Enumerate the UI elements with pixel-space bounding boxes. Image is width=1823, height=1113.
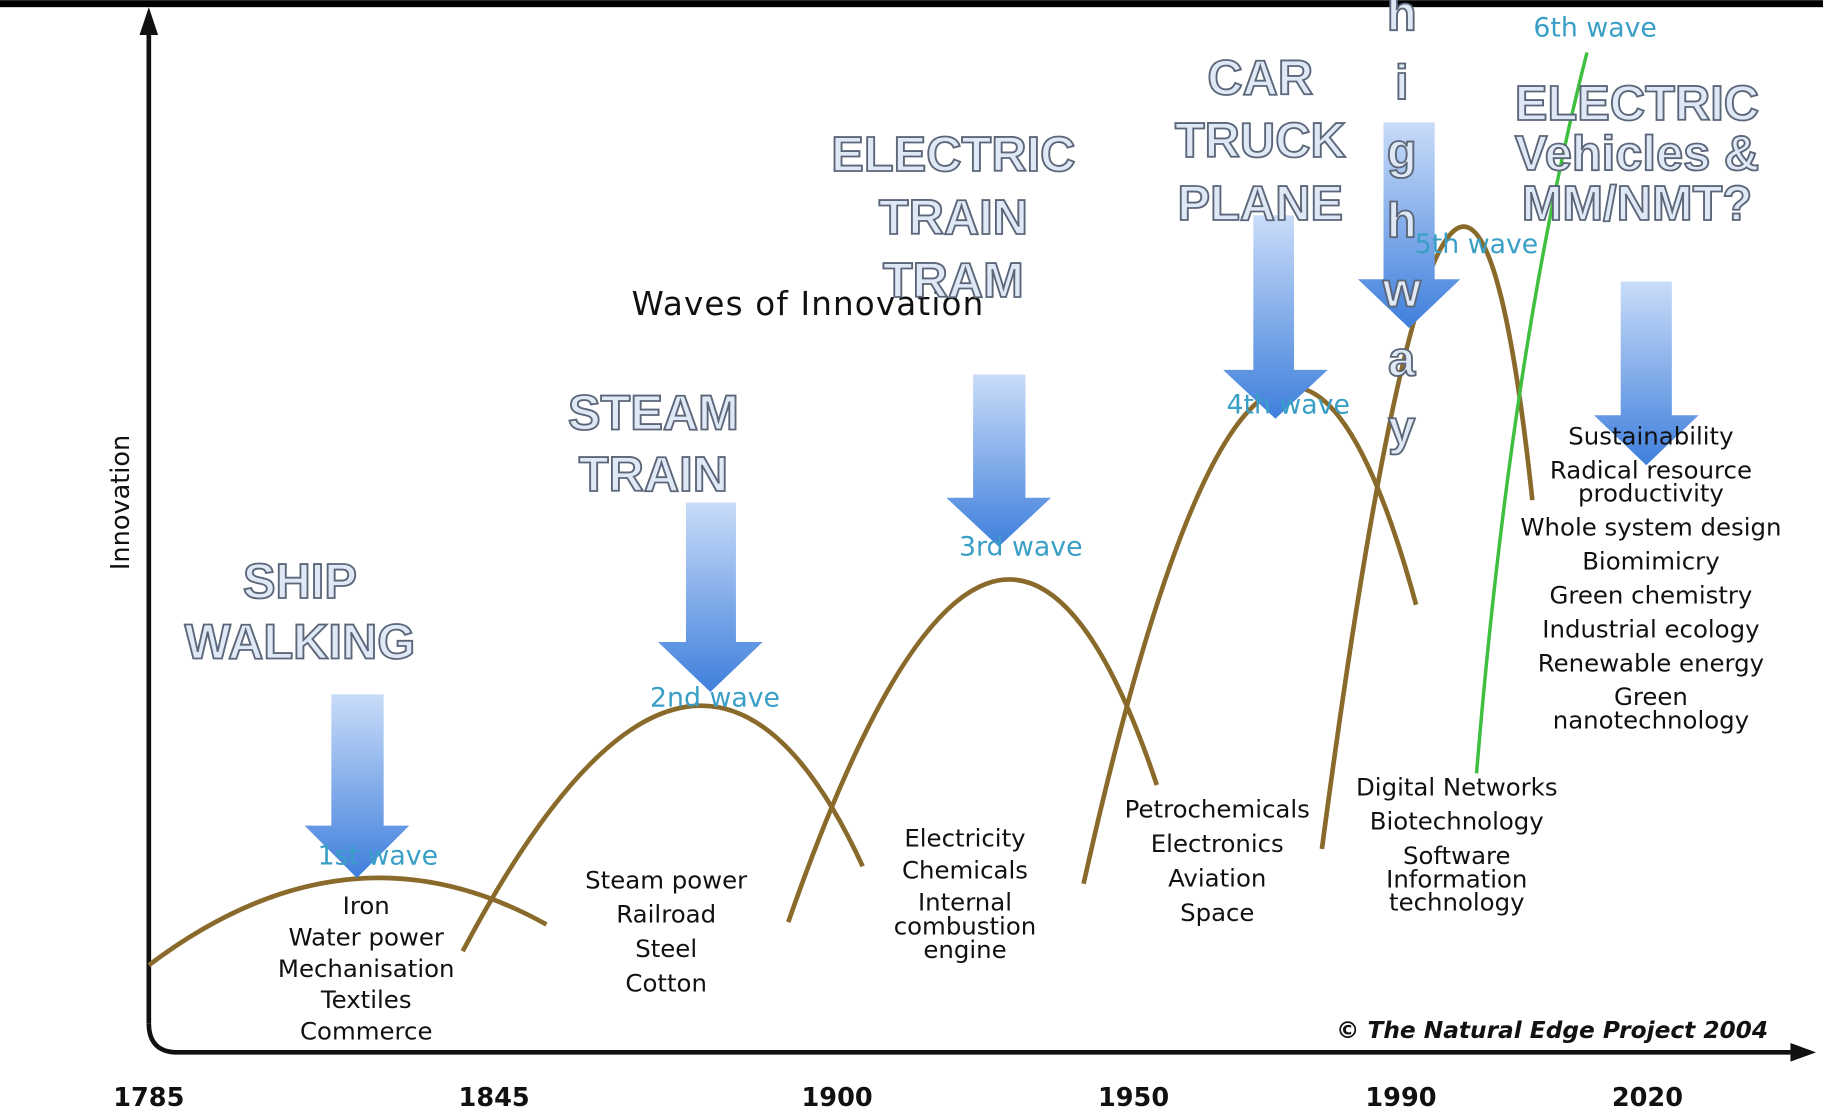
overlay-text: TRAIN <box>579 448 728 502</box>
wave-item: Electricity <box>904 824 1025 853</box>
x-axis-label: 1990 <box>1365 1083 1436 1113</box>
x-axis <box>146 1023 1791 1055</box>
x-axis-label: 2020 <box>1612 1083 1683 1113</box>
wave-item: Steam power <box>585 865 748 894</box>
wave-label: 2nd wave <box>650 682 780 713</box>
wave-item: Mechanisation <box>278 954 455 983</box>
overlay-text: MM/NMT? <box>1522 177 1753 231</box>
wave-label: 1st wave <box>318 841 438 872</box>
wave-item: technology <box>1389 888 1525 917</box>
wave-item: Whole system design <box>1520 512 1781 541</box>
top-strip <box>0 0 1823 8</box>
wave-item: Biomimicry <box>1582 546 1719 575</box>
wave-item: Industrial ecology <box>1542 614 1759 643</box>
arrow <box>1593 281 1699 466</box>
wave-item: Information <box>1386 864 1527 893</box>
wave-item: Internal <box>918 888 1012 917</box>
wave-curve <box>460 703 865 953</box>
wave-item: Chemicals <box>902 856 1028 885</box>
arrow <box>946 374 1052 547</box>
x-arrowhead <box>1790 1043 1817 1062</box>
wave-item: productivity <box>1578 479 1724 508</box>
overlay-text: TRAM <box>883 254 1024 308</box>
wave-item: Renewable energy <box>1538 648 1764 677</box>
overlay-text: SHIP <box>243 555 357 609</box>
wave-label: 4th wave <box>1226 389 1349 420</box>
wave-item: Water power <box>289 922 445 951</box>
wave-item: Software <box>1403 841 1511 870</box>
wave-item: combustion <box>894 911 1037 940</box>
y-axis-label: Innovation <box>106 435 136 570</box>
x-axis-label: 1950 <box>1098 1083 1169 1113</box>
title: Waves of Innovation <box>632 285 985 323</box>
wave-item: Railroad <box>616 900 716 929</box>
wave-item: Biotechnology <box>1370 807 1544 836</box>
wave-item: Iron <box>343 891 390 920</box>
overlay-text: ELECTRIC <box>1515 77 1759 131</box>
wave-item: engine <box>923 935 1006 964</box>
sixth-wave-curve <box>1474 52 1589 774</box>
credit: © The Natural Edge Project 2004 <box>1336 1017 1768 1044</box>
wave-label: 5th wave <box>1415 229 1538 260</box>
wave-item: Petrochemicals <box>1125 795 1310 824</box>
overlay-text: STEAM <box>568 386 739 440</box>
arrow <box>1223 215 1328 419</box>
overlay-text: TRUCK <box>1175 114 1346 168</box>
wave-curve <box>786 577 1160 923</box>
overlay-text: WALKING <box>185 615 416 669</box>
wave-item: Sustainability <box>1568 421 1733 450</box>
wave-item: Textiles <box>320 985 412 1014</box>
overlay-text: TRAIN <box>879 191 1028 245</box>
arrow <box>658 502 763 692</box>
wave-curve <box>1319 224 1535 850</box>
wave-item: Electronics <box>1151 829 1284 858</box>
wave-item: Aviation <box>1168 864 1266 893</box>
overlay-text: PLANE <box>1178 177 1344 231</box>
arrow <box>1357 122 1461 329</box>
x-axis-label: 1845 <box>459 1083 530 1113</box>
vertical-overlay: Superhighway <box>1375 0 1429 471</box>
wave-label: 3rd wave <box>959 531 1083 562</box>
wave-label: 6th wave <box>1533 13 1656 44</box>
wave-item: Green <box>1614 682 1688 711</box>
wave-item: Green chemistry <box>1549 580 1752 609</box>
overlay-text: ELECTRIC <box>831 128 1075 182</box>
wave-item: Cotton <box>625 968 707 997</box>
wave-item: nanotechnology <box>1553 705 1749 734</box>
wave-item: Steel <box>635 934 697 963</box>
y-arrowhead <box>139 7 159 36</box>
wave-item: Space <box>1180 898 1254 927</box>
wave-item: Digital Networks <box>1356 772 1558 801</box>
overlay-text: Vehicles & <box>1515 127 1759 181</box>
arrow <box>304 694 410 878</box>
arrows <box>304 122 1699 878</box>
overlay-text: CAR <box>1207 51 1313 105</box>
x-axis-label: 1900 <box>802 1083 873 1113</box>
wave-item: Commerce <box>300 1017 432 1046</box>
wave-item: Radical resource <box>1550 455 1752 484</box>
x-axis-label: 1785 <box>113 1083 184 1113</box>
